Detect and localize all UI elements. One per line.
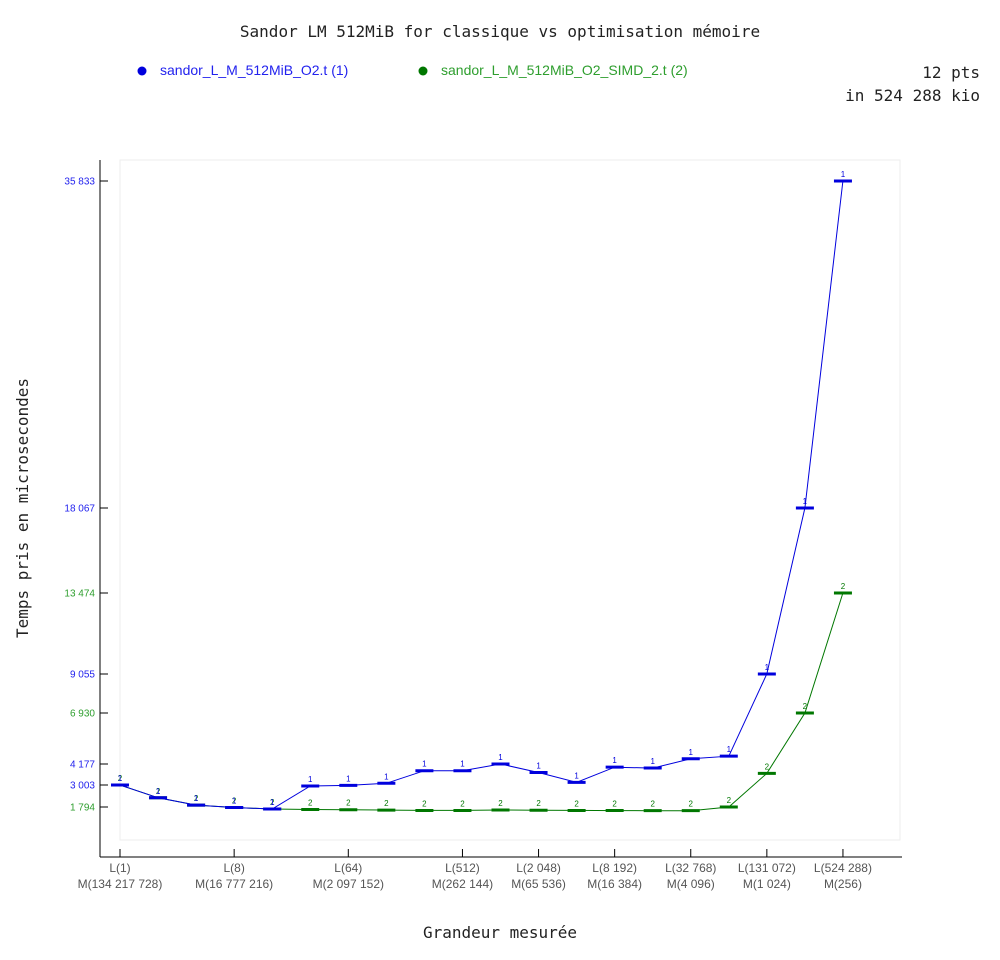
y-tick-label: 9 055 — [70, 670, 95, 681]
y-tick-label: 3 003 — [70, 781, 95, 792]
series-1-point-label: 1 — [612, 756, 617, 765]
x-tick-sublabel: M(134 217 728) — [78, 877, 163, 891]
x-tick-label: L(512) — [445, 861, 480, 875]
series-1-point-label: 1 — [650, 757, 655, 766]
x-tick-label: L(64) — [334, 861, 362, 875]
x-tick-sublabel: M(1 024) — [743, 877, 791, 891]
series-1-line — [119, 180, 844, 810]
series-2-point-label: 2 — [308, 799, 313, 808]
x-tick-label: L(1) — [109, 861, 130, 875]
x-tick-label: L(8) — [223, 861, 244, 875]
y-tick-label: 18 067 — [64, 504, 95, 515]
series-1-point-label: 1 — [460, 760, 465, 769]
series-1-point-label: 1 — [118, 774, 123, 783]
series-1-point-label: 1 — [422, 760, 427, 769]
x-tick-label: L(2 048) — [516, 861, 561, 875]
y-tick-label: 6 930 — [70, 709, 95, 720]
x-tick-sublabel: M(262 144) — [432, 877, 493, 891]
series-1-point-label: 1 — [232, 797, 237, 806]
x-tick-label: L(8 192) — [592, 861, 637, 875]
series-2-point-label: 2 — [232, 797, 237, 806]
x-tick-sublabel: M(4 096) — [667, 877, 715, 891]
series-2-point-label: 2 — [460, 799, 465, 808]
y-tick-label: 13 474 — [64, 589, 95, 600]
series-2-point-label: 2 — [727, 796, 732, 805]
series-2-point-label: 2 — [194, 794, 199, 803]
series-1-point-label: 1 — [270, 798, 275, 807]
legend-marker-series-2 — [418, 66, 428, 76]
series-1-point-label: 1 — [841, 170, 846, 179]
series-1-point-label: 1 — [727, 745, 732, 754]
series-2-point-label: 2 — [346, 799, 351, 808]
x-tick-label: L(32 768) — [665, 861, 716, 875]
series-2-point-label: 2 — [270, 798, 275, 807]
series-2-point-label: 2 — [536, 799, 541, 808]
series-1-point-label: 1 — [156, 787, 161, 796]
x-axis-ticks: L(1) M(134 217 728) L(8) M(16 777 216) L(64)… — [78, 849, 872, 891]
series-2-point-label: 2 — [689, 800, 694, 809]
series-1-point-label: 1 — [346, 774, 351, 783]
series-1-point-label: 1 — [536, 762, 541, 771]
series-1-point-label: 1 — [765, 663, 770, 672]
series-2-point-label: 2 — [498, 799, 503, 808]
y-tick-label: 35 833 — [64, 177, 95, 188]
series-1-point-label: 1 — [194, 794, 199, 803]
series-2-point-label: 2 — [384, 799, 389, 808]
x-tick-sublabel: M(16 384) — [587, 877, 642, 891]
plot-area — [119, 159, 901, 841]
series-1-point-label: 1 — [574, 771, 579, 780]
x-tick-sublabel: M(2 097 152) — [313, 877, 384, 891]
data-size: in 524 288 kio — [845, 86, 980, 105]
series-2-point-label: 2 — [156, 787, 161, 796]
series-2-point-label: 2 — [422, 799, 427, 808]
legend: sandor_L_M_512MiB_O2.t (1) sandor_L_M_51… — [137, 62, 688, 78]
series-2-point-label: 2 — [612, 800, 617, 809]
x-tick-label: L(524 288) — [814, 861, 872, 875]
y-tick-label: 1 794 — [70, 803, 95, 814]
series-1-point-label: 1 — [384, 772, 389, 781]
series-2-point-label: 2 — [574, 799, 579, 808]
y-tick-label: 4 177 — [70, 760, 95, 771]
series-2-point-label: 2 — [841, 582, 846, 591]
points-count: 12 pts — [922, 63, 980, 82]
legend-marker-series-1 — [137, 66, 147, 76]
x-axis-label: Grandeur mesurée — [423, 923, 577, 942]
series-2-point-label: 2 — [650, 800, 655, 809]
series-2-line — [119, 592, 844, 812]
y-axis-ticks: 1 794 3 003 4 177 6 930 9 055 13 474 18 067 35 … — [64, 177, 108, 814]
series-1-point-label: 1 — [689, 748, 694, 757]
series-2-point-label: 2 — [118, 774, 123, 783]
series-2-point-label: 2 — [803, 702, 808, 711]
chart-title: Sandor LM 512MiB for classique vs optimi… — [240, 22, 760, 41]
series-1-point-label: 1 — [308, 775, 313, 784]
series-1-point-label: 1 — [498, 753, 503, 762]
x-tick-sublabel: M(65 536) — [511, 877, 566, 891]
series-2-point-label: 2 — [765, 762, 770, 771]
legend-label-series-1: sandor_L_M_512MiB_O2.t (1) — [160, 62, 348, 78]
x-tick-label: L(131 072) — [738, 861, 796, 875]
series-1-point-label: 1 — [803, 497, 808, 506]
y-axis-label: Temps pris en microsecondes — [13, 378, 32, 638]
x-tick-sublabel: M(256) — [824, 877, 862, 891]
legend-label-series-2: sandor_L_M_512MiB_O2_SIMD_2.t (2) — [441, 62, 688, 78]
x-tick-sublabel: M(16 777 216) — [195, 877, 273, 891]
